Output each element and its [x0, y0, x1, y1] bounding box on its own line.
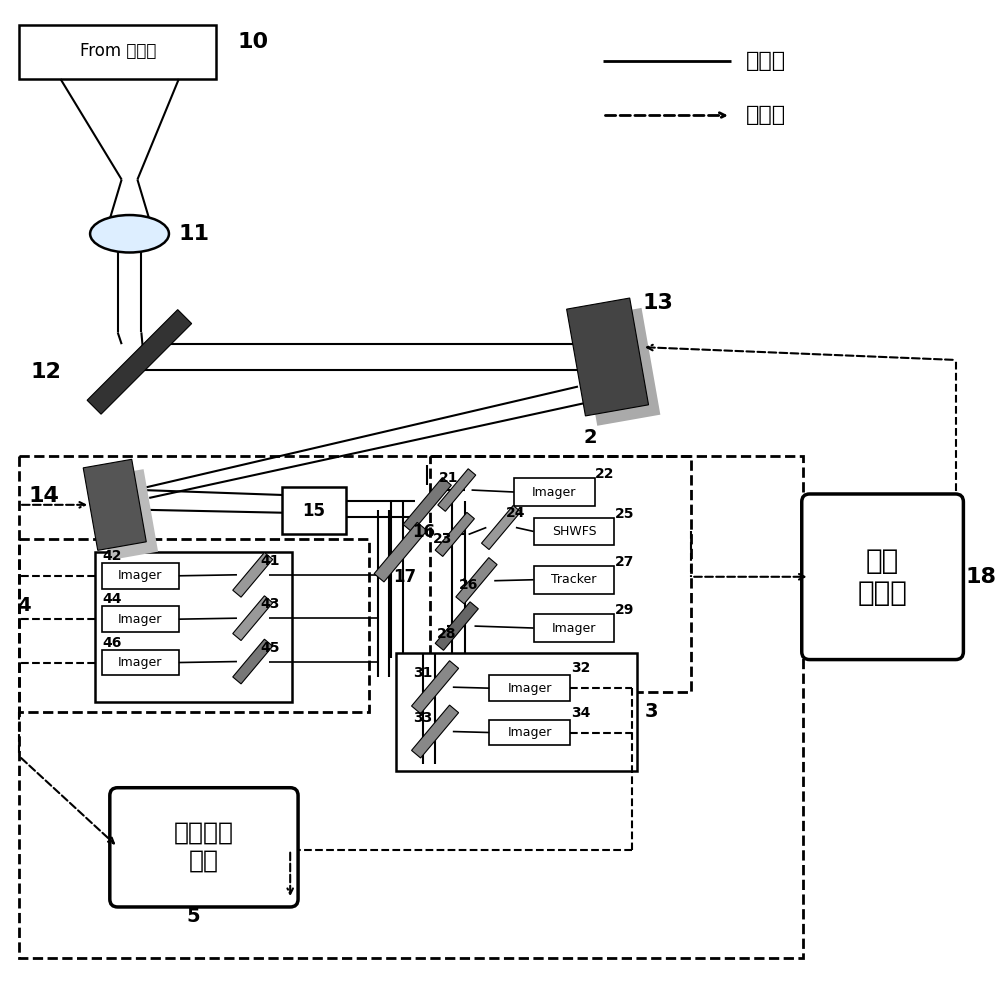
Text: Imager: Imager: [508, 726, 552, 740]
Bar: [102, 650, 179, 675]
FancyBboxPatch shape: [802, 494, 963, 660]
Text: 15: 15: [302, 502, 325, 520]
Text: From 望远镜: From 望远镜: [80, 42, 156, 60]
Polygon shape: [233, 552, 273, 598]
Text: SHWFS: SHWFS: [552, 525, 596, 538]
Text: 11: 11: [179, 224, 210, 244]
Text: 数据记录
系统: 数据记录 系统: [173, 821, 233, 873]
Bar: [282, 487, 346, 534]
Text: 13: 13: [642, 293, 673, 313]
Text: 44: 44: [102, 593, 121, 606]
Text: 2: 2: [583, 428, 597, 448]
Bar: [534, 566, 614, 594]
Text: 14: 14: [29, 486, 60, 506]
Text: 32: 32: [571, 662, 590, 675]
FancyBboxPatch shape: [110, 788, 298, 907]
Bar: [19, 25, 216, 79]
Bar: [102, 563, 179, 589]
Text: 4: 4: [17, 596, 31, 615]
Bar: [430, 456, 691, 692]
Polygon shape: [567, 298, 649, 416]
Text: 18: 18: [965, 567, 996, 587]
Bar: [489, 675, 570, 701]
Text: 25: 25: [614, 507, 634, 521]
Text: Imager: Imager: [118, 656, 163, 669]
Text: 26: 26: [459, 578, 478, 592]
Text: 33: 33: [413, 711, 433, 725]
Text: Imager: Imager: [532, 485, 577, 499]
Text: 3: 3: [645, 702, 659, 722]
Bar: [396, 653, 637, 771]
Text: 34: 34: [571, 706, 590, 720]
Text: 29: 29: [614, 603, 634, 617]
Bar: [489, 720, 570, 745]
Polygon shape: [412, 705, 459, 758]
Polygon shape: [374, 523, 427, 582]
Polygon shape: [233, 596, 273, 641]
Text: Imager: Imager: [118, 569, 163, 583]
Bar: [514, 478, 595, 506]
Text: 41: 41: [261, 554, 280, 568]
Polygon shape: [482, 506, 521, 549]
Bar: [19, 539, 369, 712]
Text: 24: 24: [506, 506, 526, 520]
Text: 波前
控制器: 波前 控制器: [858, 546, 908, 607]
Text: 45: 45: [261, 641, 280, 655]
Text: Imager: Imager: [118, 612, 163, 626]
Polygon shape: [95, 469, 158, 560]
Text: 12: 12: [31, 362, 62, 382]
Polygon shape: [412, 661, 459, 714]
Text: 电信号: 电信号: [746, 106, 786, 125]
Polygon shape: [435, 601, 478, 651]
Text: 27: 27: [614, 555, 634, 569]
Text: 光信号: 光信号: [746, 51, 786, 71]
Text: 42: 42: [102, 549, 121, 563]
Text: 17: 17: [393, 568, 416, 586]
Ellipse shape: [90, 215, 169, 252]
Text: 23: 23: [433, 532, 452, 546]
Polygon shape: [83, 459, 146, 550]
Text: 46: 46: [102, 636, 121, 650]
Bar: [534, 518, 614, 545]
Polygon shape: [87, 310, 192, 414]
Text: Imager: Imager: [552, 621, 596, 635]
Bar: [534, 614, 614, 642]
Polygon shape: [578, 308, 660, 426]
Polygon shape: [438, 468, 476, 512]
Text: 28: 28: [437, 627, 457, 641]
Text: 10: 10: [238, 32, 269, 51]
Polygon shape: [435, 513, 474, 556]
Text: 16: 16: [412, 524, 435, 541]
Text: 31: 31: [413, 667, 433, 680]
Text: 22: 22: [595, 467, 614, 481]
Text: 43: 43: [261, 598, 280, 611]
Bar: [102, 606, 179, 632]
Polygon shape: [403, 477, 451, 532]
Bar: [95, 552, 292, 702]
Polygon shape: [233, 639, 273, 684]
Text: Imager: Imager: [508, 681, 552, 695]
Text: 21: 21: [439, 471, 459, 485]
Polygon shape: [456, 558, 497, 603]
Text: 5: 5: [187, 907, 200, 926]
Text: Tracker: Tracker: [551, 573, 597, 587]
Bar: [19, 456, 803, 958]
